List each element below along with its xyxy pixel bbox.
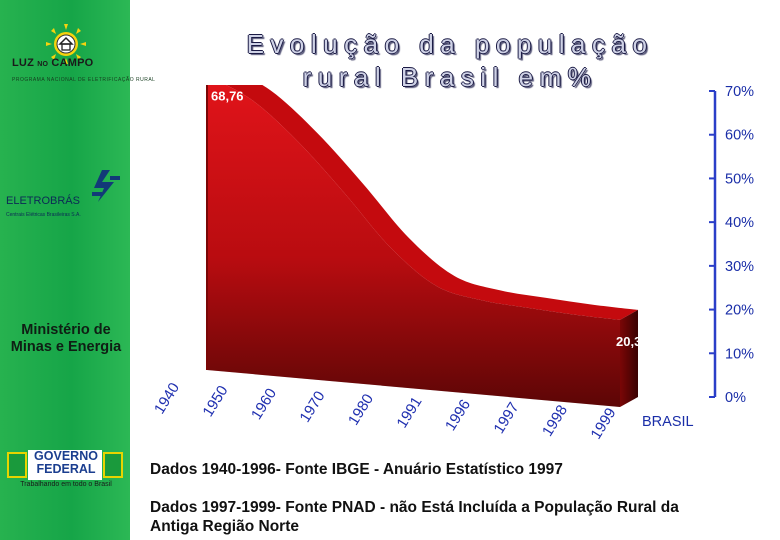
rural-population-chart: 0% 10% 20% 30% 40% 50% 60% 70% 1940 1950 1960 1970… xyxy=(151,85,754,443)
y-tick-label: 60% xyxy=(725,128,754,144)
ministry-logo-text: Ministério de Minas e Energia xyxy=(4,322,128,356)
chart-y-axis: 0% 10% 20% 30% 40% 50% 60% 70% xyxy=(709,85,754,406)
chart-title: Evolução da população rural Brasil em% xyxy=(150,28,750,94)
x-tick-label: 1980 xyxy=(345,391,377,428)
source-note-2: Dados 1997-1999- Fonte PNAD - não Está I… xyxy=(150,499,679,516)
ministry-line1: Ministério de xyxy=(21,322,111,338)
x-tick-label: 1940 xyxy=(151,380,183,417)
eletrobras-name: ELETROBRÁS xyxy=(6,195,80,207)
y-tick-label: 0% xyxy=(725,390,746,406)
governo-line1: GOVERNO xyxy=(34,449,98,463)
chart-x-tick-labels: 1940 1950 1960 1970 1980 1991 1996 1997 1998 1999… xyxy=(151,380,694,443)
chart-area-top-surface xyxy=(226,85,638,320)
data-label-last: 20,32 xyxy=(616,334,649,349)
sidebar: LUZ NO CAMPO PROGRAMA NACIONAL DE ELETRI… xyxy=(0,0,155,540)
y-tick-label: 70% xyxy=(725,85,754,100)
governo-federal-logo: GOVERNO FEDERAL xyxy=(30,450,102,476)
x-tick-label: 1991 xyxy=(393,394,425,431)
governo-logo-box xyxy=(28,450,102,480)
luz-no-campo-logo-icon xyxy=(46,24,86,64)
y-tick-label: 30% xyxy=(725,259,754,275)
y-tick-label: 50% xyxy=(725,171,754,187)
ministry-line2: Minas e Energia xyxy=(10,339,122,355)
governo-line2: FEDERAL xyxy=(36,462,96,476)
x-tick-label: 1999 xyxy=(587,405,619,442)
x-tick-label: 1950 xyxy=(199,383,231,420)
depth-axis-label: BRASIL xyxy=(642,414,694,430)
source-note-3: Antiga Região Norte xyxy=(150,518,299,535)
governo-tagline: Trabalhando em todo o Brasil xyxy=(20,481,112,488)
luz-no-campo-name: LUZ NO CAMPO xyxy=(12,57,94,69)
chart-area-right-face xyxy=(620,309,638,407)
chart-title-line2: rural Brasil em% xyxy=(302,62,598,92)
governo-flag-left-icon xyxy=(7,452,27,478)
y-tick-label: 40% xyxy=(725,215,754,231)
eletrobras-logo-icon xyxy=(92,170,120,202)
luz-no-campo-tagline: PROGRAMA NACIONAL DE ELETRIFICAÇÃO RURAL xyxy=(12,77,156,83)
x-tick-label: 1998 xyxy=(539,402,571,439)
x-tick-label: 1997 xyxy=(490,399,522,436)
y-tick-label: 20% xyxy=(725,303,754,319)
eletrobras-subtitle: Centrais Elétricas Brasileiras S.A. xyxy=(6,212,81,218)
x-tick-label: 1996 xyxy=(442,397,474,434)
governo-flag-right-icon xyxy=(103,452,123,478)
y-tick-label: 10% xyxy=(725,346,754,362)
chart-area-series xyxy=(206,85,638,407)
chart-area-front-face xyxy=(207,85,620,407)
x-tick-label: 1960 xyxy=(248,385,280,422)
x-tick-label: 1970 xyxy=(296,388,328,425)
chart-title-line1: Evolução da população xyxy=(246,29,654,59)
data-label-first: 68,76 xyxy=(211,88,244,103)
source-note-1: Dados 1940-1996- Fonte IBGE - Anuário Es… xyxy=(150,461,563,478)
chart-data-labels: 68,76 20,32 xyxy=(211,88,649,349)
